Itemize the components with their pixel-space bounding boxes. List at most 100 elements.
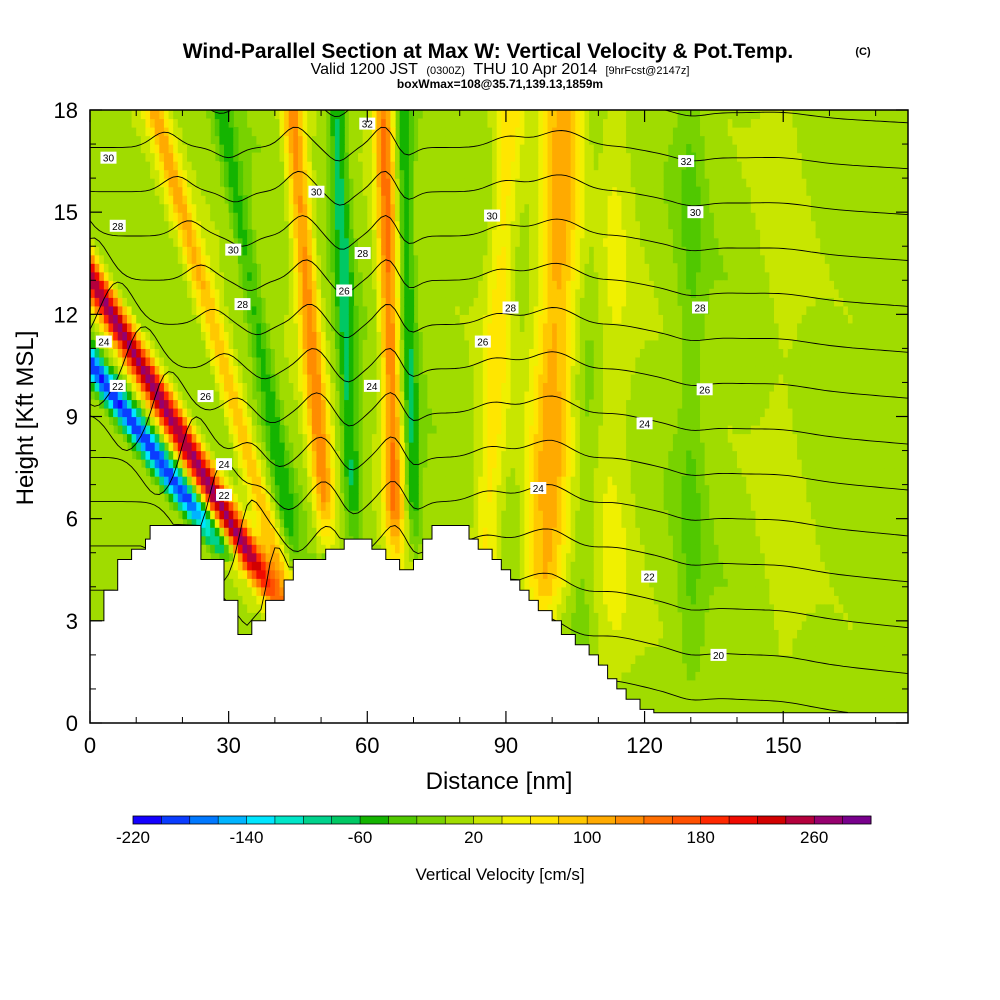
velocity-cell: [260, 561, 267, 571]
velocity-cell: [200, 152, 207, 162]
velocity-cell: [260, 178, 267, 188]
velocity-cell: [334, 127, 341, 137]
velocity-cell: [408, 339, 415, 349]
velocity-cell: [288, 527, 294, 537]
velocity-cell: [408, 305, 415, 315]
velocity-cell: [99, 288, 105, 298]
velocity-cell: [422, 518, 428, 528]
velocity-cell: [395, 382, 401, 392]
velocity-cell: [404, 365, 410, 375]
velocity-cell: [353, 433, 359, 443]
velocity-cell: [99, 407, 105, 418]
velocity-cell: [284, 365, 290, 375]
velocity-cell: [247, 493, 253, 503]
velocity-cell: [418, 314, 424, 324]
velocity-cell: [284, 220, 290, 230]
velocity-cell: [131, 314, 137, 324]
velocity-cell: [200, 450, 207, 460]
velocity-cell: [362, 450, 368, 460]
velocity-cell: [325, 527, 331, 537]
velocity-cell: [316, 331, 322, 341]
velocity-cell: [256, 305, 262, 315]
velocity-cell: [103, 416, 110, 426]
velocity-cell: [145, 195, 151, 205]
velocity-cell: [219, 373, 225, 384]
velocity-cell: [316, 135, 322, 145]
velocity-cell: [265, 237, 271, 247]
velocity-cell: [150, 127, 156, 137]
velocity-cell: [284, 373, 290, 384]
velocity-cell: [131, 144, 137, 154]
velocity-cell: [408, 271, 415, 281]
velocity-cell: [362, 339, 368, 349]
velocity-cell: [163, 195, 170, 205]
velocity-cell: [122, 339, 128, 349]
velocity-cell: [279, 425, 285, 435]
velocity-cell: [358, 237, 364, 247]
velocity-cell: [260, 331, 267, 341]
velocity-cell: [381, 416, 387, 426]
velocity-cell: [113, 331, 119, 341]
velocity-cell: [381, 110, 387, 120]
velocity-cell: [260, 518, 267, 528]
velocity-cell: [404, 152, 410, 162]
velocity-cell: [376, 212, 382, 222]
velocity-cell: [233, 561, 239, 571]
velocity-cell: [163, 348, 170, 358]
velocity-cell: [390, 552, 396, 562]
velocity-cell: [173, 493, 179, 503]
velocity-cell: [399, 110, 405, 120]
velocity-cell: [154, 263, 160, 273]
velocity-cell: [122, 288, 128, 298]
velocity-cell: [145, 425, 151, 435]
velocity-cell: [265, 254, 271, 264]
velocity-cell: [413, 501, 419, 511]
velocity-cell: [177, 450, 184, 460]
velocity-cell: [219, 110, 225, 120]
velocity-cell: [163, 152, 170, 162]
velocity-cell: [159, 186, 165, 196]
velocity-cell: [103, 476, 110, 486]
velocity-cell: [117, 476, 123, 486]
velocity-cell: [256, 297, 262, 307]
velocity-cell: [422, 220, 428, 230]
velocity-cell: [307, 544, 313, 554]
velocity-cell: [205, 314, 211, 324]
velocity-cell: [228, 356, 234, 367]
velocity-cell: [177, 399, 184, 409]
velocity-cell: [279, 459, 285, 469]
velocity-cell: [316, 263, 322, 273]
velocity-cell: [344, 195, 350, 205]
velocity-cell: [256, 493, 262, 503]
velocity-cell: [288, 246, 294, 256]
velocity-cell: [131, 237, 137, 247]
velocity-cell: [371, 339, 378, 349]
velocity-cell: [418, 220, 424, 230]
velocity-cell: [136, 535, 142, 545]
velocity-cell: [274, 348, 281, 358]
velocity-cell: [99, 229, 105, 239]
velocity-cell: [288, 127, 294, 137]
velocity-cell: [385, 237, 391, 247]
velocity-cell: [219, 433, 225, 443]
velocity-cell: [381, 297, 387, 307]
velocity-cell: [408, 425, 415, 435]
velocity-cell: [288, 144, 294, 154]
velocity-cell: [353, 305, 359, 315]
velocity-cell: [376, 535, 382, 545]
velocity-cell: [168, 144, 174, 154]
velocity-cell: [122, 254, 128, 264]
velocity-cell: [187, 407, 193, 418]
velocity-cell: [339, 178, 345, 188]
velocity-cell: [219, 135, 225, 145]
velocity-cell: [316, 195, 322, 205]
velocity-cell: [302, 220, 308, 230]
velocity-cell: [307, 476, 313, 486]
velocity-cell: [103, 493, 110, 503]
velocity-cell: [376, 297, 382, 307]
velocity-cell: [316, 212, 322, 222]
velocity-cell: [145, 322, 151, 332]
velocity-cell: [348, 297, 355, 307]
velocity-cell: [270, 322, 276, 332]
velocity-cell: [367, 135, 373, 145]
